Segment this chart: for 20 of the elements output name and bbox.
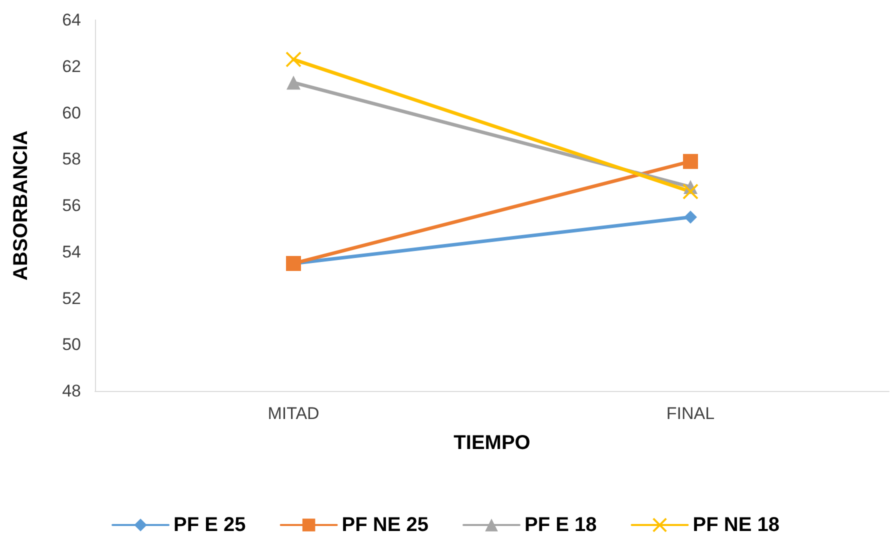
point [684,210,697,224]
legend-label: PF E 25 [174,514,246,536]
y-tick-label: 48 [62,382,81,400]
y-tick-label: 50 [62,335,81,354]
legend-label: PF E 18 [524,514,597,536]
y-tick-label: 58 [62,150,81,169]
x-axis-title: TIEMPO [454,432,530,454]
y-tick-label: 56 [62,196,81,215]
y-tick-label: 52 [62,288,81,308]
legend-label: PF NE 18 [692,514,780,536]
x-tick-label: FINAL [666,404,715,423]
x-tick-label: MITAD [268,404,320,423]
y-tick-label: 62 [62,56,81,76]
y-tick-label: 54 [62,242,81,262]
point [286,51,302,68]
y-tick-label: 64 [62,10,81,30]
point [683,154,698,169]
legend-label: PF NE 25 [342,514,429,536]
y-axis-title: ABSORBANCIA [10,130,32,280]
y-tick-label: 60 [62,103,81,122]
